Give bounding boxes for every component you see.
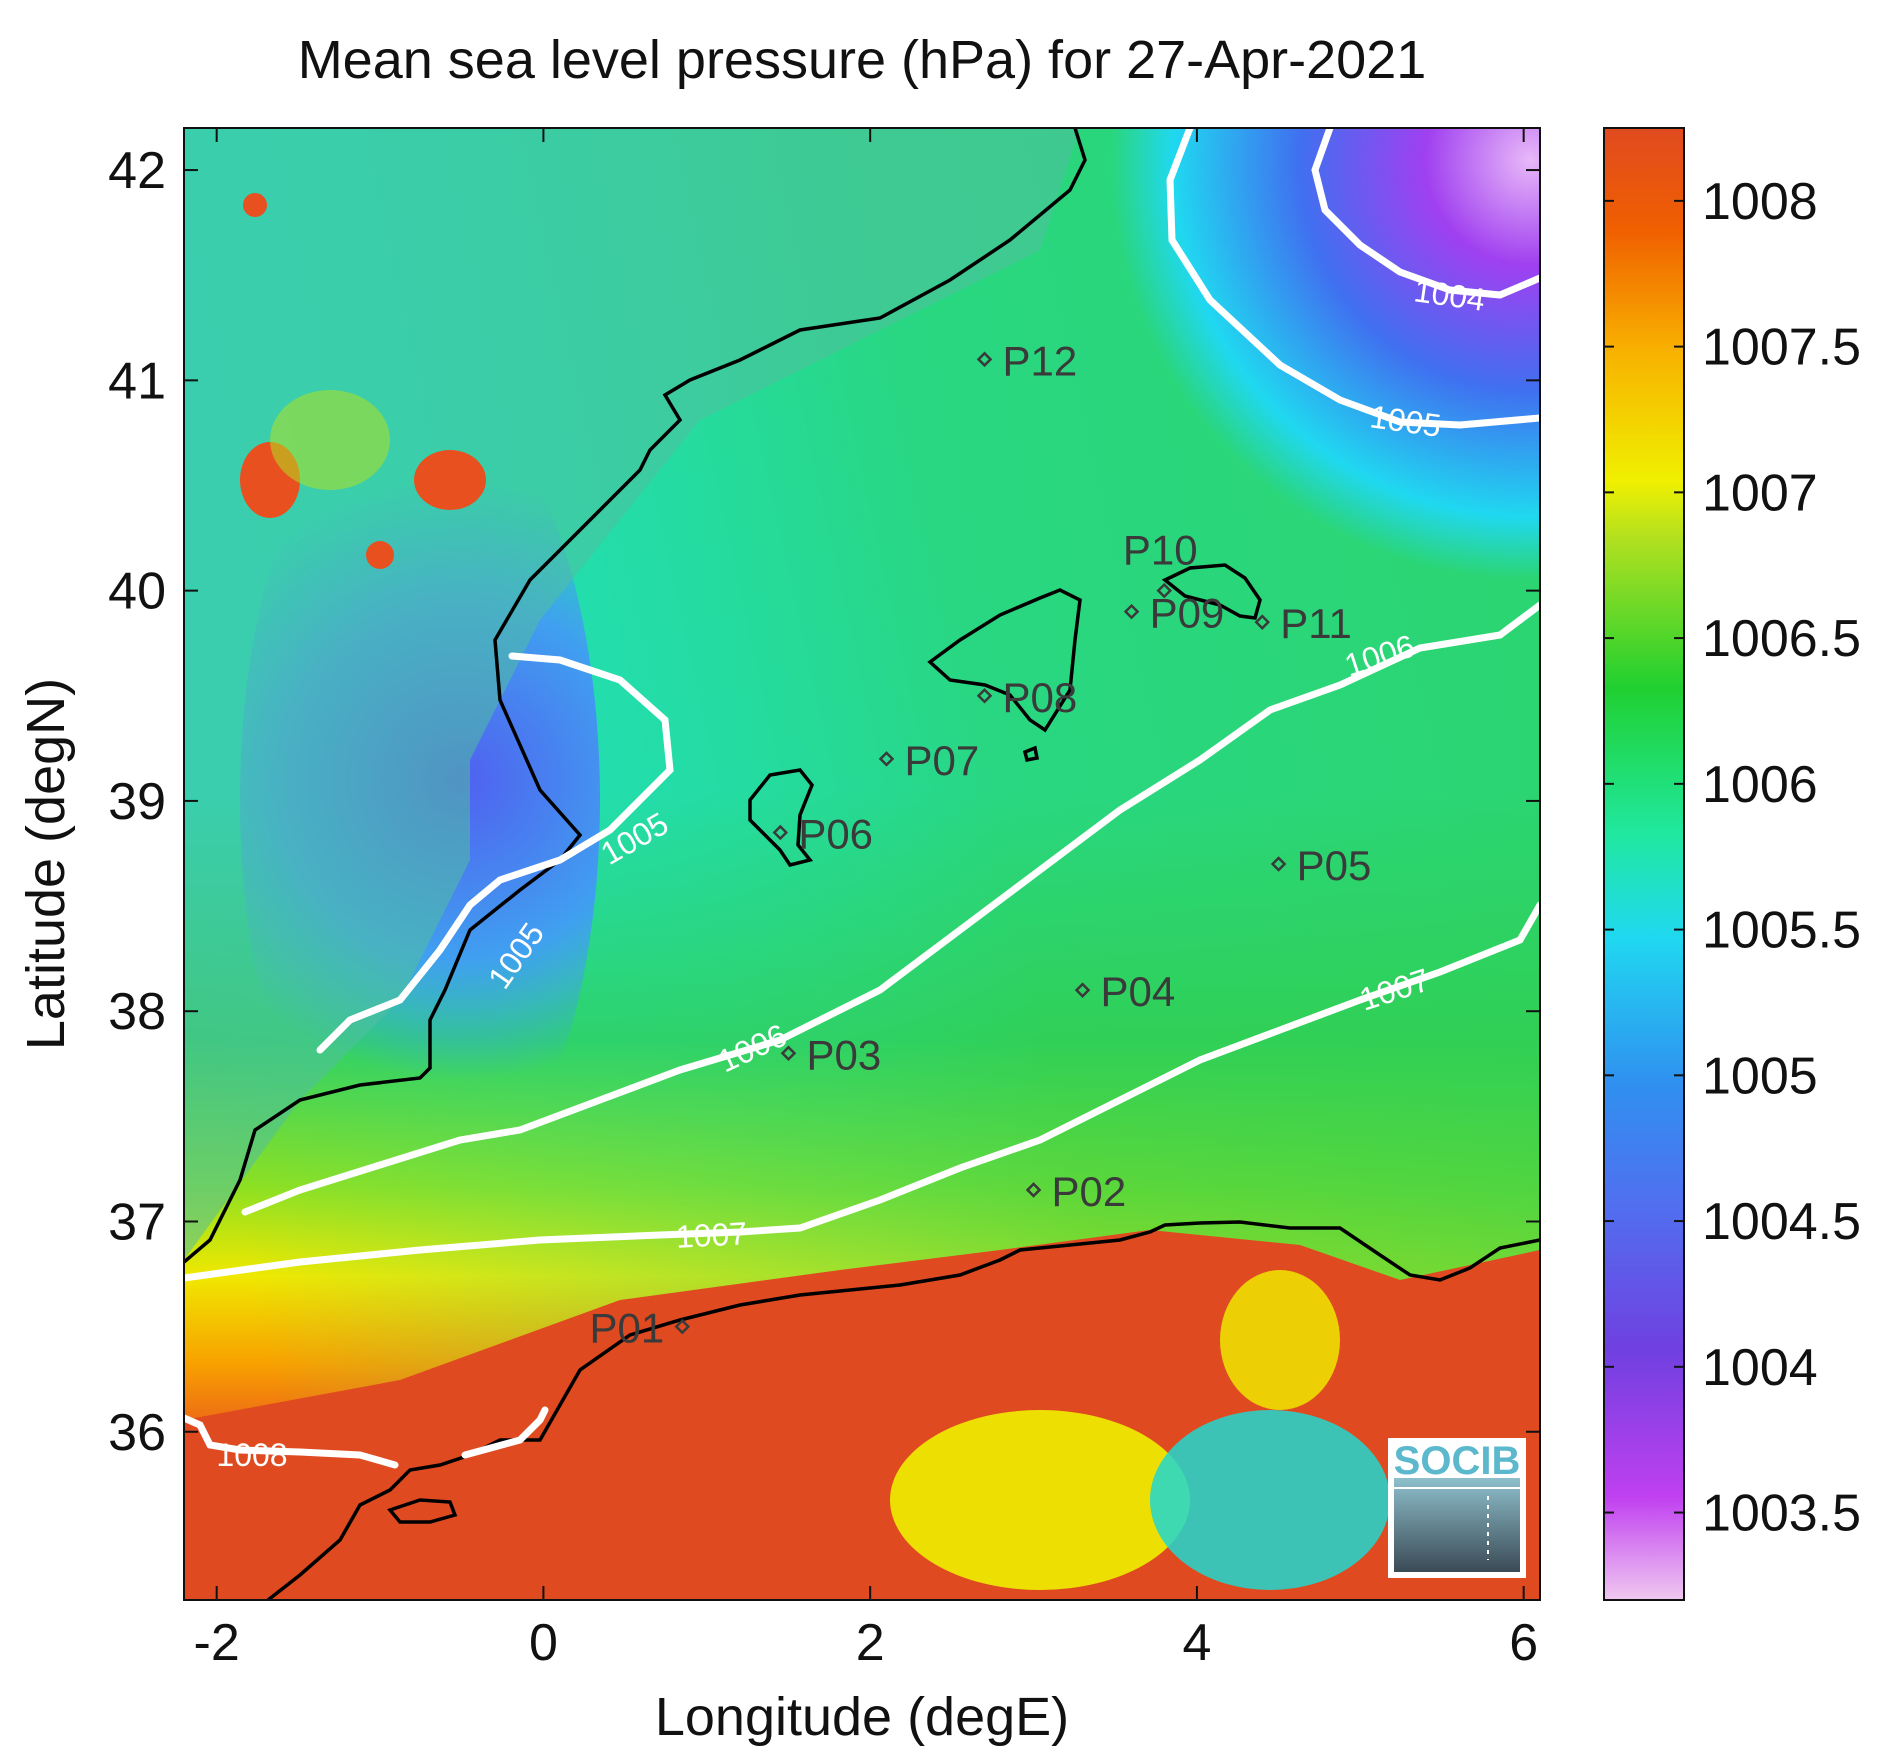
isobars (184, 128, 1540, 1469)
highland-3 (366, 541, 394, 569)
y-tick-label: 36 (108, 1404, 166, 1462)
iberia-coastline (184, 128, 1087, 1264)
isobar-1007 (184, 901, 1540, 1282)
african-plain-low (1150, 1410, 1390, 1590)
mallorca (927, 588, 1082, 733)
x-axis: -2 0 2 4 6 (194, 128, 1538, 1672)
colorbar: 1003.5 1004 1004.5 1005 1005.5 1006 1006.5 1007… (1603, 127, 1861, 1601)
y-tick-label: 37 (108, 1193, 166, 1251)
coastline (184, 128, 1540, 1600)
colorbar-tick-label: 1004 (1702, 1339, 1818, 1397)
alboran-island (387, 1498, 458, 1524)
highland-5 (270, 390, 390, 490)
colorbar-tick-label: 1003.5 (1702, 1485, 1861, 1543)
station-marker (1254, 614, 1271, 630)
station-marker (976, 688, 993, 704)
y-tick-label: 39 (108, 773, 166, 831)
x-tick-label: 6 (1509, 1614, 1538, 1672)
station-marker (1025, 1182, 1042, 1198)
station-label: P10 (1123, 527, 1198, 574)
station-label: P03 (806, 1031, 881, 1078)
chart-title: Mean sea level pressure (hPa) for 27-Apr… (298, 30, 1427, 90)
x-tick-label: -2 (194, 1614, 240, 1672)
colorbar-tick-label: 1004.5 (1702, 1193, 1861, 1251)
iberia-terrain (184, 128, 1080, 1260)
station-marker (1270, 856, 1287, 872)
y-tick-label: 38 (108, 983, 166, 1041)
stations: P01 P02 P03 P04 P05 P06 P07 P08 P09 P10 P11 P12 (590, 337, 1372, 1351)
colorbar-gradient (1604, 128, 1684, 1600)
highland-4 (243, 193, 267, 217)
africa-coastline (266, 1220, 1540, 1600)
logo-image (1394, 1478, 1520, 1572)
station-label: P11 (1280, 600, 1352, 647)
colorbar-tick-label: 1008 (1702, 173, 1818, 231)
y-axis: 36 37 38 39 40 41 42 (108, 142, 1540, 1462)
isobar-1008 (184, 1406, 549, 1469)
y-tick-label: 40 (108, 563, 166, 621)
station-marker (772, 824, 789, 841)
colorbar-tick-label: 1006 (1702, 756, 1818, 814)
station-marker (1123, 603, 1140, 620)
x-tick-label: 2 (856, 1614, 885, 1672)
station-marker (780, 1045, 797, 1062)
colorbar-tick-label: 1005 (1702, 1047, 1818, 1105)
colorbar-tick-label: 1007.5 (1702, 319, 1861, 377)
station-label: P06 (798, 810, 873, 857)
isobar-1004 (1311, 128, 1540, 299)
station-label: P01 (590, 1305, 665, 1352)
station-label: P12 (1003, 337, 1078, 384)
african-plain (890, 1410, 1190, 1590)
atlas-slope (1220, 1270, 1340, 1410)
contour-label: 1007 (675, 1215, 748, 1255)
socib-logo: SOCIB (1388, 1438, 1526, 1578)
station-label: P09 (1150, 590, 1225, 637)
colorbar-tick-label: 1005.5 (1702, 902, 1861, 960)
menorca (1161, 563, 1262, 620)
colorbar-tick-label: 1006.5 (1702, 610, 1861, 668)
highland-2 (414, 450, 486, 510)
station-label: P02 (1052, 1168, 1127, 1215)
colorbar-ticks: 1003.5 1004 1004.5 1005 1005.5 1006 1006.5 1007… (1604, 173, 1861, 1543)
cabrera (1022, 745, 1040, 763)
contour-label: 1008 (216, 1437, 287, 1473)
map-area: 1004 1005 1005 1005 1006 1006 1007 1007 … (184, 128, 1540, 1600)
station-label: P05 (1297, 842, 1372, 889)
y-tick-label: 41 (108, 352, 166, 410)
isobar-1006 (241, 601, 1540, 1216)
ibiza (748, 768, 815, 867)
isobar-1005-ne (1166, 128, 1540, 429)
station-label: P07 (905, 737, 980, 784)
colorbar-tick-label: 1007 (1702, 464, 1818, 522)
x-axis-label: Longitude (degE) (655, 1687, 1069, 1747)
colorbar-frame (1603, 127, 1685, 1601)
station-marker (1156, 582, 1173, 599)
isobar-1005-west (316, 652, 674, 1054)
x-tick-label: 4 (1182, 1614, 1211, 1672)
y-tick-label: 42 (108, 142, 166, 200)
x-tick-label: 0 (529, 1614, 558, 1672)
station-label: P08 (1003, 674, 1078, 721)
station-marker (878, 751, 895, 767)
station-marker (1074, 982, 1091, 998)
station-marker (674, 1318, 691, 1335)
map-frame (183, 127, 1541, 1601)
station-label: P04 (1101, 968, 1176, 1015)
y-axis-label: Latitude (degN) (16, 678, 76, 1050)
logo-text: SOCIB (1394, 1439, 1521, 1483)
station-marker (976, 351, 993, 368)
